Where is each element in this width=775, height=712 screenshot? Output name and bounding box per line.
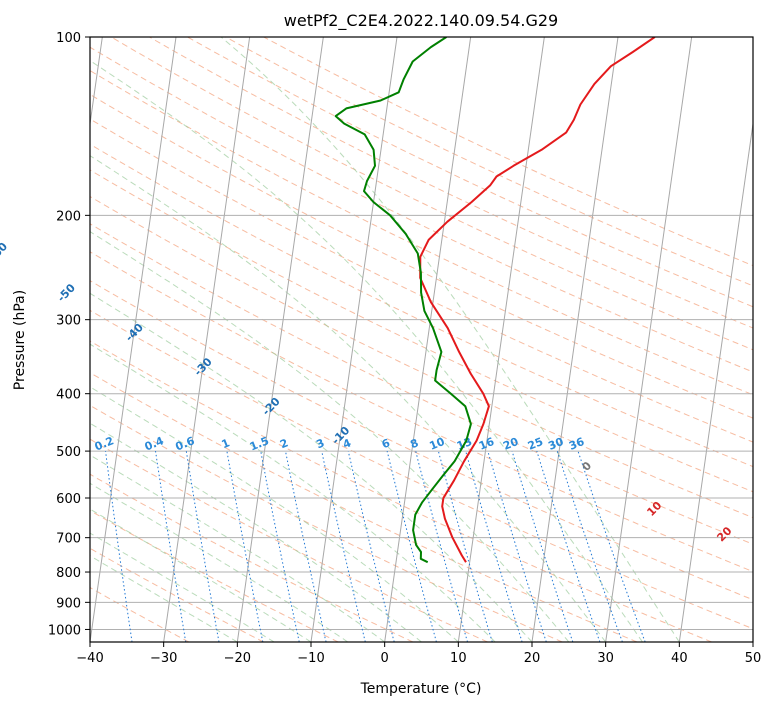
y-tick-label: 400 [56, 388, 81, 403]
x-tick-label: 20 [524, 651, 541, 666]
x-axis-label: Temperature (°C) [360, 681, 482, 697]
x-tick-label: 40 [671, 651, 688, 666]
x-tick-label: −30 [150, 651, 177, 666]
y-tick-label: 900 [56, 596, 81, 611]
x-tick-label: 30 [597, 651, 614, 666]
y-tick-label: 200 [56, 209, 81, 224]
y-tick-label: 1000 [48, 623, 81, 638]
chart-title: wetPf2_C2E4.2022.140.09.54.G29 [284, 11, 558, 31]
y-tick-label: 800 [56, 566, 81, 581]
x-tick-label: −10 [297, 651, 324, 666]
x-tick-label: 0 [381, 651, 389, 666]
y-tick-label: 700 [56, 532, 81, 547]
y-tick-label: 500 [56, 445, 81, 460]
x-tick-label: 10 [450, 651, 467, 666]
x-tick-label: 50 [745, 651, 762, 666]
y-tick-label: 100 [56, 31, 81, 46]
x-tick-label: −20 [224, 651, 251, 666]
x-tick-label: −40 [76, 651, 103, 666]
y-tick-label: 300 [56, 314, 81, 329]
y-axis-label: Pressure (hPa) [12, 290, 28, 390]
y-tick-label: 600 [56, 492, 81, 507]
